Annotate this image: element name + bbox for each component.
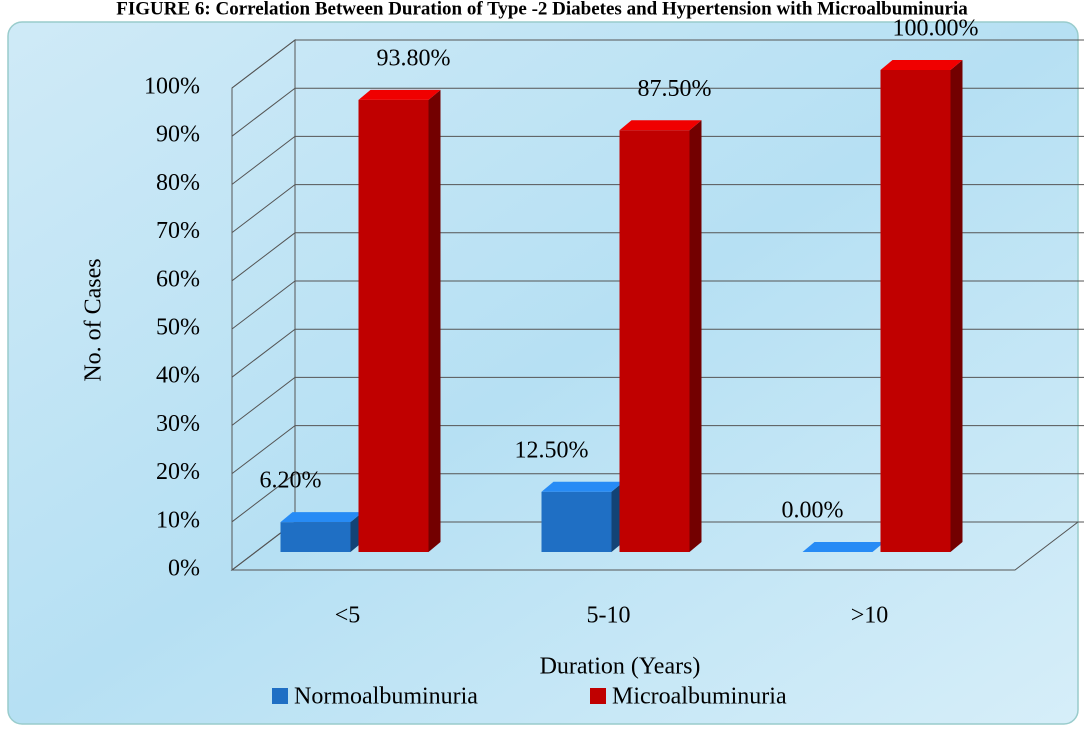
- bar: [619, 120, 702, 552]
- grid-line: [231, 39, 1084, 89]
- bar-front: [619, 130, 690, 552]
- data-label: 6.20%: [260, 468, 322, 494]
- data-label: 93.80%: [377, 45, 451, 71]
- y-tick-label: 100%: [144, 74, 200, 100]
- y-tick-label: 30%: [156, 411, 200, 437]
- bar-top: [802, 542, 885, 552]
- bar: [802, 542, 885, 552]
- grid-line: [231, 473, 1084, 523]
- data-label: 100.00%: [893, 16, 979, 42]
- y-tick-label: 20%: [156, 459, 200, 485]
- bar-top: [358, 89, 441, 100]
- y-tick-label: 70%: [156, 218, 200, 244]
- y-axis-label: No. of Cases: [81, 258, 107, 381]
- y-tick-label: 80%: [156, 170, 200, 196]
- bar-front: [358, 99, 429, 552]
- bar: [280, 512, 363, 552]
- x-axis-label: Duration (Years): [540, 654, 701, 680]
- bar-top: [280, 512, 363, 523]
- bar-side: [428, 89, 441, 552]
- grid-line: [231, 425, 1084, 474]
- data-label: 0.00%: [782, 498, 844, 524]
- grid-line: [231, 328, 1084, 378]
- bar: [880, 60, 963, 552]
- bar-front: [541, 491, 612, 552]
- grid-line: [231, 232, 1084, 282]
- bar-side: [950, 60, 963, 552]
- bar-front: [880, 70, 951, 552]
- grid-line: [231, 376, 1084, 426]
- y-tick-label: 50%: [156, 315, 200, 341]
- x-tick-label: >10: [851, 603, 889, 629]
- legend-swatch: [272, 688, 288, 704]
- y-tick-label: 40%: [156, 363, 200, 389]
- grid-line: [231, 184, 1084, 233]
- bar-top: [541, 481, 624, 492]
- grid-line: [231, 135, 1084, 185]
- x-tick-label: 5-10: [587, 603, 631, 629]
- data-label: 12.50%: [515, 437, 589, 463]
- y-tick-label: 10%: [156, 507, 200, 533]
- bar-side: [689, 120, 702, 552]
- grid-line: [231, 87, 1084, 137]
- x-tick-label: <5: [335, 603, 361, 629]
- bar-front: [280, 522, 351, 552]
- y-tick-label: 0%: [168, 556, 200, 582]
- bar-top: [880, 60, 963, 70]
- data-label: 87.50%: [638, 76, 712, 102]
- grid-line: [231, 280, 1084, 330]
- y-tick-label: 60%: [156, 266, 200, 292]
- legend-label: Normoalbuminuria: [294, 684, 478, 710]
- bar: [541, 481, 624, 552]
- bar: [358, 89, 441, 552]
- bar-top: [619, 120, 702, 131]
- legend-swatch: [590, 688, 606, 704]
- legend-label: Microalbuminuria: [612, 684, 787, 710]
- chart-title: FIGURE 6: Correlation Between Duration o…: [116, 0, 968, 19]
- y-tick-label: 90%: [156, 122, 200, 148]
